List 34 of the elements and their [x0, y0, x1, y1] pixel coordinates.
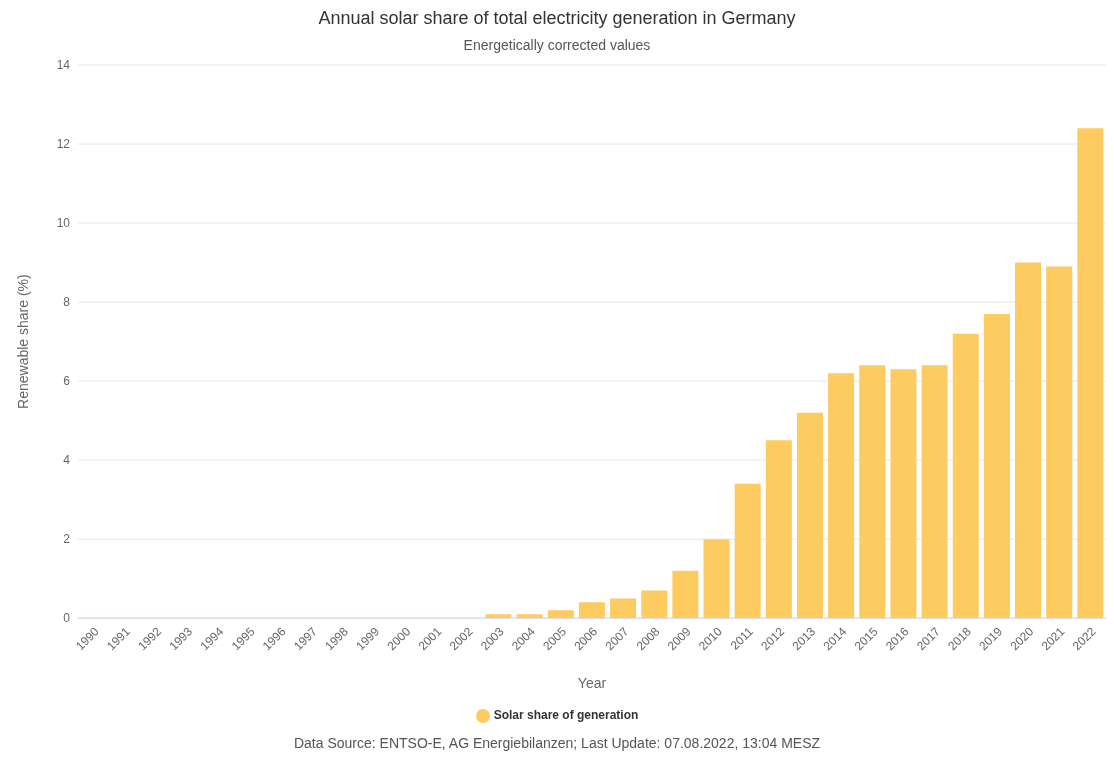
y-tick-label: 8: [63, 295, 71, 310]
bar: [578, 602, 605, 619]
bar: [703, 539, 730, 619]
source-note: Data Source: ENTSO-E, AG Energiebilanzen; Last Update: 07.08.2022, 13:04 MESZ: [292, 735, 822, 751]
y-tick-label: 10: [56, 216, 71, 231]
y-tick-label: 2: [63, 532, 71, 547]
bar: [1077, 128, 1104, 619]
bar: [641, 590, 668, 619]
y-tick-label: 6: [63, 374, 71, 389]
bar: [890, 369, 917, 619]
bar: [983, 313, 1010, 619]
y-tick-label: 0: [63, 611, 71, 626]
chart-title: Annual solar share of total electricity generation in Germany: [317, 8, 797, 29]
bar: [921, 365, 948, 619]
bar: [1046, 266, 1073, 619]
y-tick-label: 12: [56, 137, 71, 152]
bar: [547, 610, 574, 619]
y-axis-title: Renewable share (%): [14, 274, 31, 409]
bar: [765, 440, 792, 619]
bar: [610, 598, 637, 619]
bar: [952, 333, 979, 619]
y-tick-label: 14: [56, 58, 71, 73]
legend-label: Solar share of generation: [493, 708, 639, 723]
bar: [516, 614, 543, 619]
bar: [796, 412, 823, 619]
bar: [734, 483, 761, 619]
bar: [828, 373, 855, 619]
x-axis-title: Year: [577, 675, 607, 692]
bar: [859, 365, 886, 619]
bar: [1015, 262, 1042, 619]
chart-subtitle: Energetically corrected values: [462, 37, 652, 53]
y-tick-label: 4: [63, 453, 71, 468]
bar: [485, 614, 512, 619]
bar: [672, 570, 699, 619]
